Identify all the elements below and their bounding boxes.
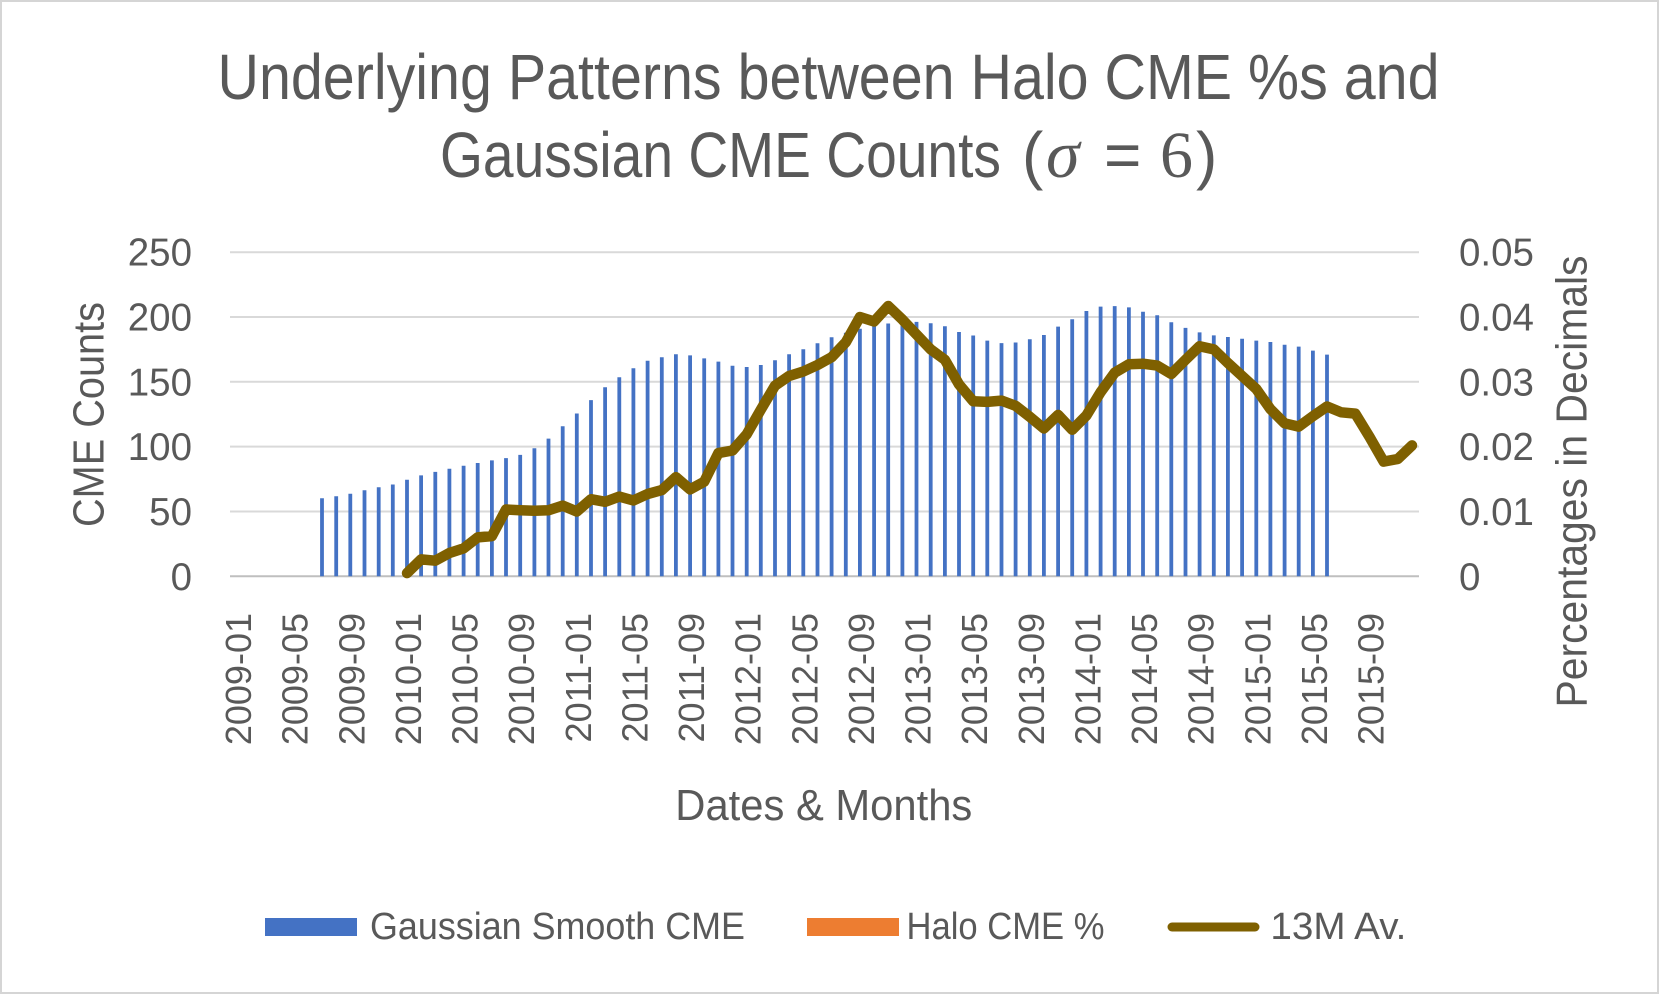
svg-text:200: 200 — [128, 297, 192, 340]
svg-text:0.02: 0.02 — [1459, 426, 1534, 469]
svg-text:2013-05: 2013-05 — [954, 613, 995, 745]
svg-text:Gaussian CME Counts(σ=6): Gaussian CME Counts (σ = 6) — [440, 116, 1217, 192]
svg-text:50: 50 — [149, 491, 192, 534]
svg-text:Percentages in Decimals: Percentages in Decimals — [1548, 256, 1597, 708]
svg-text:0.01: 0.01 — [1459, 491, 1534, 534]
svg-text:2010-01: 2010-01 — [388, 613, 429, 745]
svg-text:2009-05: 2009-05 — [275, 613, 316, 745]
svg-text:2011-05: 2011-05 — [614, 613, 655, 742]
svg-text:Dates & Months: Dates & Months — [675, 781, 972, 830]
svg-text:2015-09: 2015-09 — [1351, 613, 1392, 745]
svg-text:2012-05: 2012-05 — [784, 613, 825, 745]
svg-text:0: 0 — [171, 556, 192, 599]
svg-text:2013-09: 2013-09 — [1011, 613, 1052, 745]
svg-text:0.05: 0.05 — [1459, 232, 1534, 275]
svg-text:0: 0 — [1459, 556, 1480, 599]
svg-text:13M Av.: 13M Av. — [1270, 906, 1406, 948]
svg-text:0.03: 0.03 — [1459, 361, 1534, 404]
svg-text:2012-01: 2012-01 — [728, 613, 769, 745]
svg-text:2010-09: 2010-09 — [501, 613, 542, 745]
svg-text:2011-09: 2011-09 — [671, 613, 712, 742]
svg-text:2011-01: 2011-01 — [558, 613, 599, 742]
svg-text:2013-01: 2013-01 — [898, 613, 939, 745]
svg-text:Underlying Patterns between Ha: Underlying Patterns between Halo CME %s … — [218, 41, 1440, 113]
svg-text:2012-09: 2012-09 — [841, 613, 882, 745]
svg-text:Halo CME %: Halo CME % — [907, 906, 1105, 948]
svg-text:2014-09: 2014-09 — [1181, 613, 1222, 745]
svg-text:250: 250 — [128, 232, 192, 275]
svg-text:150: 150 — [128, 361, 192, 404]
svg-text:0.04: 0.04 — [1459, 297, 1534, 340]
svg-text:2015-01: 2015-01 — [1237, 613, 1278, 745]
svg-text:2014-05: 2014-05 — [1124, 613, 1165, 745]
svg-text:Gaussian Smooth CME: Gaussian Smooth CME — [370, 906, 745, 948]
svg-text:2010-05: 2010-05 — [445, 613, 486, 745]
svg-text:CME Counts: CME Counts — [65, 302, 114, 527]
svg-text:100: 100 — [128, 426, 192, 469]
svg-text:2014-01: 2014-01 — [1067, 613, 1108, 745]
svg-text:2015-05: 2015-05 — [1294, 613, 1335, 745]
svg-text:2009-09: 2009-09 — [331, 613, 372, 745]
svg-text:2009-01: 2009-01 — [218, 613, 259, 745]
